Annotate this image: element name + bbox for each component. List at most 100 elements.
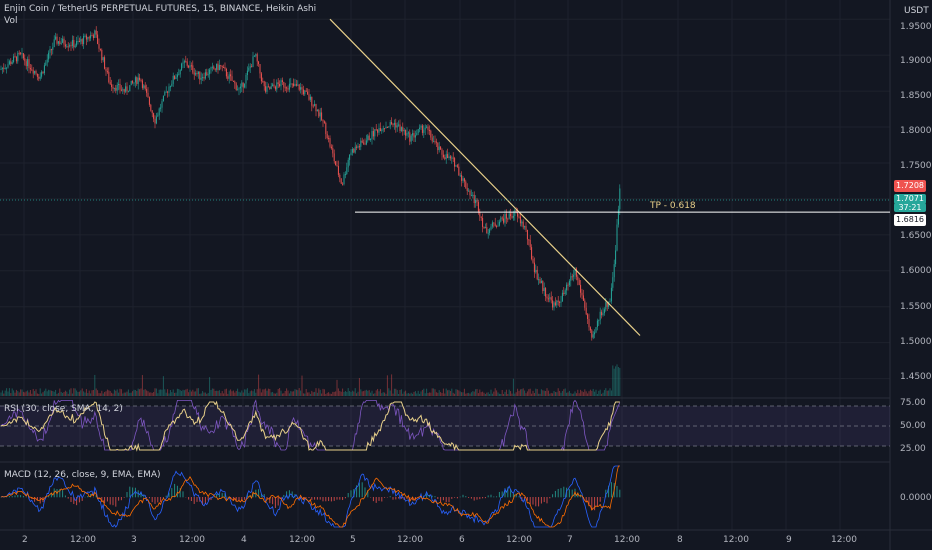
volume-bar: [20, 389, 22, 396]
candle-body: [71, 40, 73, 46]
rsi-series: [0, 399, 621, 452]
volume-bar: [279, 388, 281, 396]
volume-bar: [251, 390, 253, 396]
candle-body: [350, 152, 352, 155]
candle-body: [396, 125, 398, 128]
price-tick: 1.7500: [900, 161, 932, 171]
candle-body: [237, 89, 239, 91]
candle-body: [307, 91, 309, 95]
volume-bar: [228, 390, 230, 396]
macd-histogram-bar: [392, 497, 394, 500]
macd-histogram-bar: [546, 497, 548, 504]
candle-body: [599, 311, 601, 321]
macd-histogram-bar: [143, 495, 145, 498]
volume-bar: [90, 393, 92, 396]
volume-bar: [105, 391, 107, 396]
volume-bar: [364, 390, 366, 396]
candle-body: [535, 269, 537, 273]
candle-body: [416, 133, 418, 136]
tp-label[interactable]: TP - 0.618: [650, 201, 696, 211]
volume-bar: [241, 390, 243, 396]
volume-bar: [413, 391, 415, 396]
candle-body: [253, 55, 255, 57]
candle-body: [532, 258, 534, 263]
price-tick: 1.8000: [900, 126, 932, 136]
macd-histogram-bar: [50, 492, 52, 498]
candle-body: [244, 83, 246, 88]
candle-body: [546, 296, 548, 299]
candle-body: [574, 268, 576, 276]
macd-tick: 0.0000: [900, 493, 932, 503]
candle-body: [283, 82, 285, 88]
candle-body: [146, 88, 148, 93]
volume-bar: [186, 388, 188, 396]
macd-histogram-bar: [151, 497, 153, 503]
candle-body: [259, 64, 261, 74]
candle-body: [545, 288, 547, 297]
volume-bar: [15, 389, 17, 396]
volume-bar: [473, 391, 475, 396]
candle-body: [262, 81, 264, 83]
macd-histogram-bar: [442, 497, 444, 501]
volume-bar: [305, 389, 307, 396]
candle-body: [34, 70, 36, 74]
macd-histogram-bar: [244, 497, 246, 500]
volume-bar: [80, 390, 82, 396]
volume-bar: [575, 393, 577, 396]
macd-histogram-bar: [347, 493, 349, 498]
volume-bar: [146, 390, 148, 396]
volume-bar: [273, 393, 275, 396]
candle-body: [410, 135, 412, 142]
volume-bar: [130, 392, 132, 396]
candle-body: [501, 217, 503, 219]
candle-body: [186, 61, 188, 66]
candle-body: [589, 327, 591, 331]
volume-bar: [321, 393, 323, 396]
candle-body: [442, 154, 444, 158]
macd-title[interactable]: MACD (12, 26, close, 9, EMA, EMA): [4, 470, 161, 480]
candle-body: [368, 135, 370, 141]
volume-bar: [116, 389, 118, 396]
volume-bar: [612, 365, 614, 396]
volume-bar: [267, 388, 269, 396]
volume-bar: [353, 391, 355, 396]
candle-body: [606, 302, 608, 307]
trendline[interactable]: [329, 18, 641, 336]
candle-body: [234, 81, 236, 84]
volume-bar: [367, 390, 369, 396]
macd-histogram-bar: [482, 497, 484, 499]
volume-bar: [318, 388, 320, 396]
candle-body: [277, 82, 279, 84]
macd-histogram-bar: [378, 497, 380, 501]
volume-bar: [455, 389, 457, 396]
candle-body: [503, 218, 505, 223]
candle-body: [286, 87, 288, 89]
candle-body: [207, 74, 209, 76]
candle-body: [297, 84, 299, 86]
rsi-title[interactable]: RSI (30, close, SMA, 14, 2): [4, 404, 123, 414]
volume-bars: [0, 364, 621, 396]
candle-body: [11, 62, 13, 65]
candle-body: [182, 62, 184, 64]
volume-bar: [410, 392, 412, 396]
candle-body: [210, 67, 212, 70]
candle-body: [603, 309, 605, 314]
macd-histogram-bar: [535, 497, 537, 507]
candle-body: [197, 71, 199, 74]
candle-body: [507, 218, 509, 220]
candle-body: [164, 92, 166, 96]
volume-bar: [416, 393, 418, 396]
candle-body: [483, 226, 485, 229]
candle-body: [235, 83, 237, 90]
volume-bar: [235, 390, 237, 396]
candle-body: [118, 83, 120, 85]
volume-bar: [133, 389, 135, 396]
candle-body: [85, 35, 87, 40]
volume-bar: [34, 391, 36, 396]
candle-body: [17, 52, 19, 62]
volume-bar: [486, 392, 488, 396]
volume-bar: [566, 392, 568, 396]
currency-label[interactable]: USDT: [904, 6, 929, 16]
volume-bar: [609, 388, 611, 396]
